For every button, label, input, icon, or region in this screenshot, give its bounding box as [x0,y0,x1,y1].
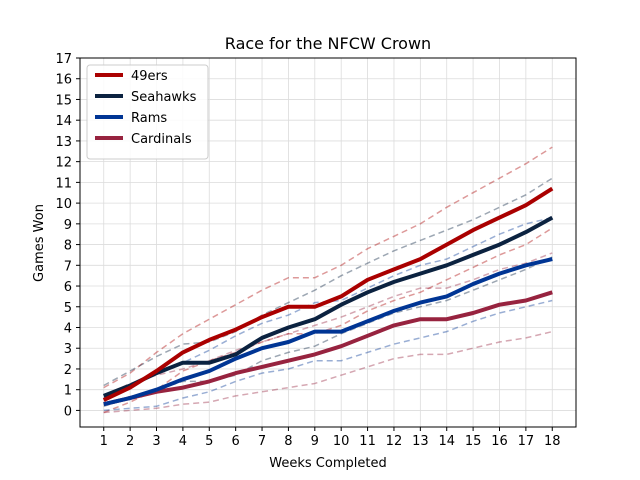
y-tick-label: 6 [64,280,72,295]
y-tick-label: 3 [64,342,72,357]
band-upper-cardinals [103,252,553,397]
x-tick-label: 18 [544,434,561,449]
x-tick-label: 9 [311,434,319,449]
chart-title: Race for the NFCW Crown [225,34,431,53]
series-line-rams [103,257,553,407]
x-tick-label: 15 [465,434,482,449]
y-tick-label: 1 [64,384,72,399]
band-lower-49ers [103,227,553,414]
x-tick-label: 11 [359,434,376,449]
y-tick-label: 2 [64,363,72,378]
band-lower-seahawks [103,256,553,408]
series-line-49ers [102,186,554,402]
x-tick-label: 3 [152,434,160,449]
band-upper-49ers [103,146,553,389]
x-tick-label: 13 [412,434,429,449]
x-tick-label: 4 [179,434,187,449]
y-tick-label: 15 [55,93,72,108]
x-tick-label: 17 [518,434,535,449]
y-tick-label: 10 [55,197,72,212]
y-tick-label: 5 [64,301,72,316]
y-tick-label: 13 [55,135,72,150]
x-tick-label: 1 [100,434,108,449]
y-tick-label: 9 [64,218,72,233]
y-tick-label: 11 [55,176,72,191]
x-axis-ticks: 1 2 3 4 5 6 7 8 9 10 11 12 13 14 15 16 17 18 [100,427,561,449]
legend-label-cardinals: Cardinals [131,132,192,147]
x-tick-label: 7 [258,434,266,449]
x-tick-label: 12 [386,434,403,449]
x-tick-label: 5 [205,434,213,449]
series-line-cardinals [103,290,553,407]
legend-label-seahawks: Seahawks [131,90,197,105]
x-axis-label: Weeks Completed [269,456,386,471]
x-tick-label: 10 [333,434,350,449]
x-tick-label: 16 [491,434,508,449]
y-tick-label: 7 [64,259,72,274]
y-axis-label: Games Won [32,204,47,282]
y-tick-label: 0 [64,404,72,419]
y-tick-label: 12 [55,156,72,171]
series-line-seahawks [102,215,554,398]
x-tick-label: 14 [438,434,455,449]
y-tick-label: 17 [55,52,72,67]
legend-label-rams: Rams [131,111,167,126]
legend-label-49ers: 49ers [131,69,168,84]
band-upper-seahawks [103,177,553,387]
plot-area-frame [79,57,577,428]
y-tick-label: 16 [55,73,72,88]
y-tick-label: 14 [55,114,72,129]
band-lower-rams [103,299,553,412]
x-tick-label: 2 [126,434,134,449]
y-tick-label: 4 [64,321,72,336]
x-tick-label: 6 [232,434,240,449]
band-lower-cardinals [103,330,553,414]
series-lines [102,186,554,407]
x-tick-label: 8 [284,434,292,449]
legend: 49ers Seahawks Rams Cardinals [86,64,209,160]
y-tick-label: 8 [64,239,72,254]
legend-box [86,64,209,160]
